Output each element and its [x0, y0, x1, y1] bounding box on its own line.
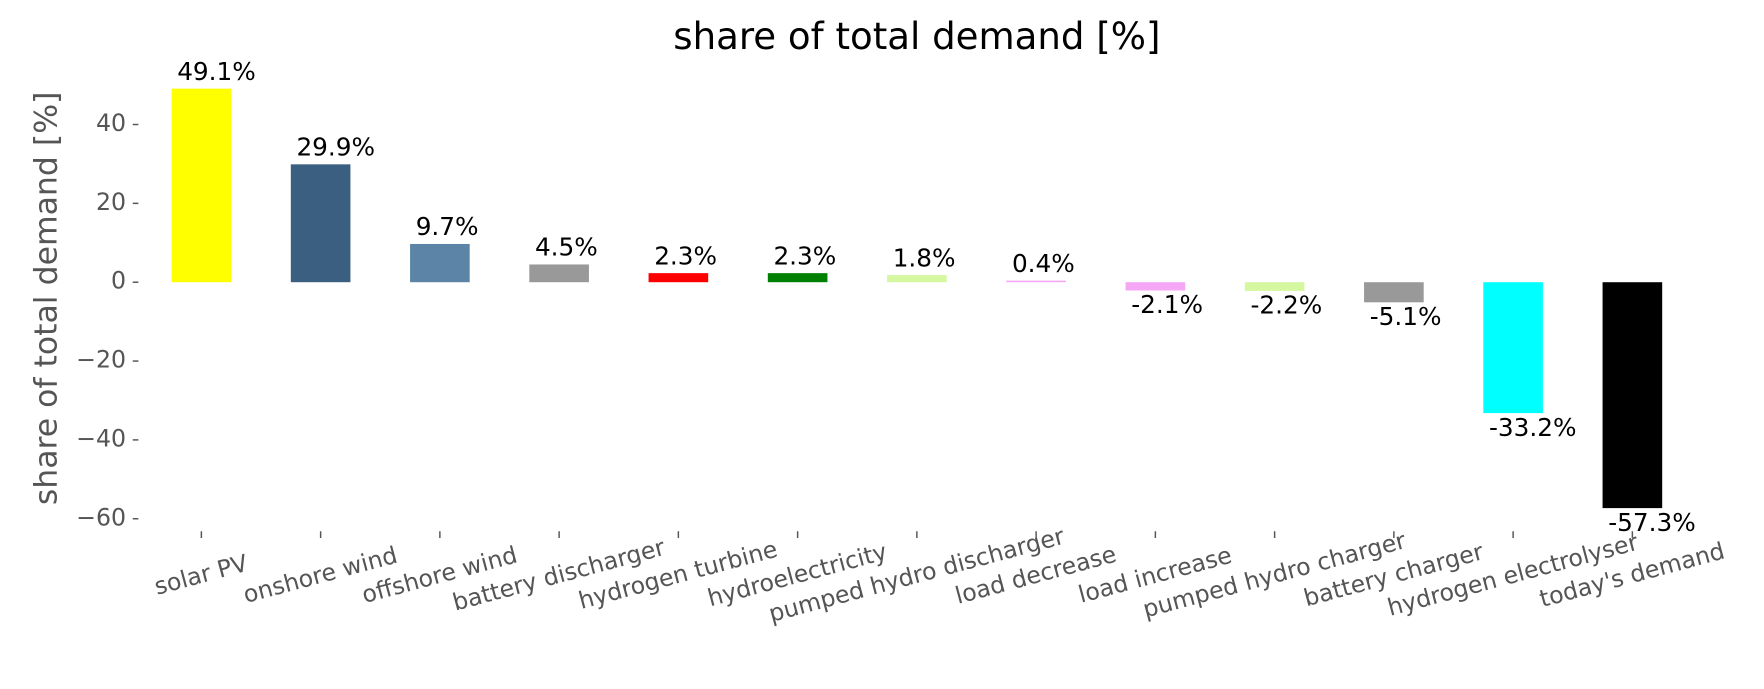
value-label: -2.2%	[1250, 291, 1322, 320]
value-label: 1.8%	[893, 243, 956, 272]
chart-title: share of total demand [%]	[673, 15, 1160, 58]
bar	[410, 243, 470, 283]
value-label: -33.2%	[1489, 413, 1577, 442]
value-label: 2.3%	[773, 241, 836, 270]
bar	[529, 264, 589, 283]
bar	[1125, 282, 1186, 291]
value-label: -57.3%	[1608, 508, 1696, 537]
x-tick-label: solar PV	[151, 549, 250, 601]
bar	[171, 88, 232, 283]
value-label: 0.4%	[1012, 249, 1075, 278]
value-label: 4.5%	[535, 233, 598, 262]
bar	[887, 275, 947, 283]
y-tick-label: 0	[111, 267, 126, 295]
bar	[1006, 280, 1066, 283]
value-label: 49.1%	[177, 57, 256, 86]
y-tick-label: −40	[76, 424, 126, 452]
bar	[1602, 282, 1663, 509]
y-tick-label: −20	[76, 346, 126, 374]
bar	[290, 164, 351, 283]
bar	[1244, 282, 1305, 291]
y-axis-label: share of total demand [%]	[28, 92, 64, 506]
y-tick-label: 20	[96, 188, 126, 216]
value-label: 9.7%	[416, 212, 479, 241]
value-label: 2.3%	[654, 241, 717, 270]
y-tick-label: −60	[76, 503, 126, 531]
bar	[1483, 282, 1543, 414]
bar	[767, 273, 828, 283]
value-label: -5.1%	[1370, 302, 1442, 331]
value-label: -2.1%	[1131, 290, 1203, 319]
bar	[648, 273, 709, 283]
value-label: 29.9%	[296, 133, 375, 162]
bar	[1364, 282, 1424, 303]
y-tick-label: 40	[96, 109, 126, 137]
